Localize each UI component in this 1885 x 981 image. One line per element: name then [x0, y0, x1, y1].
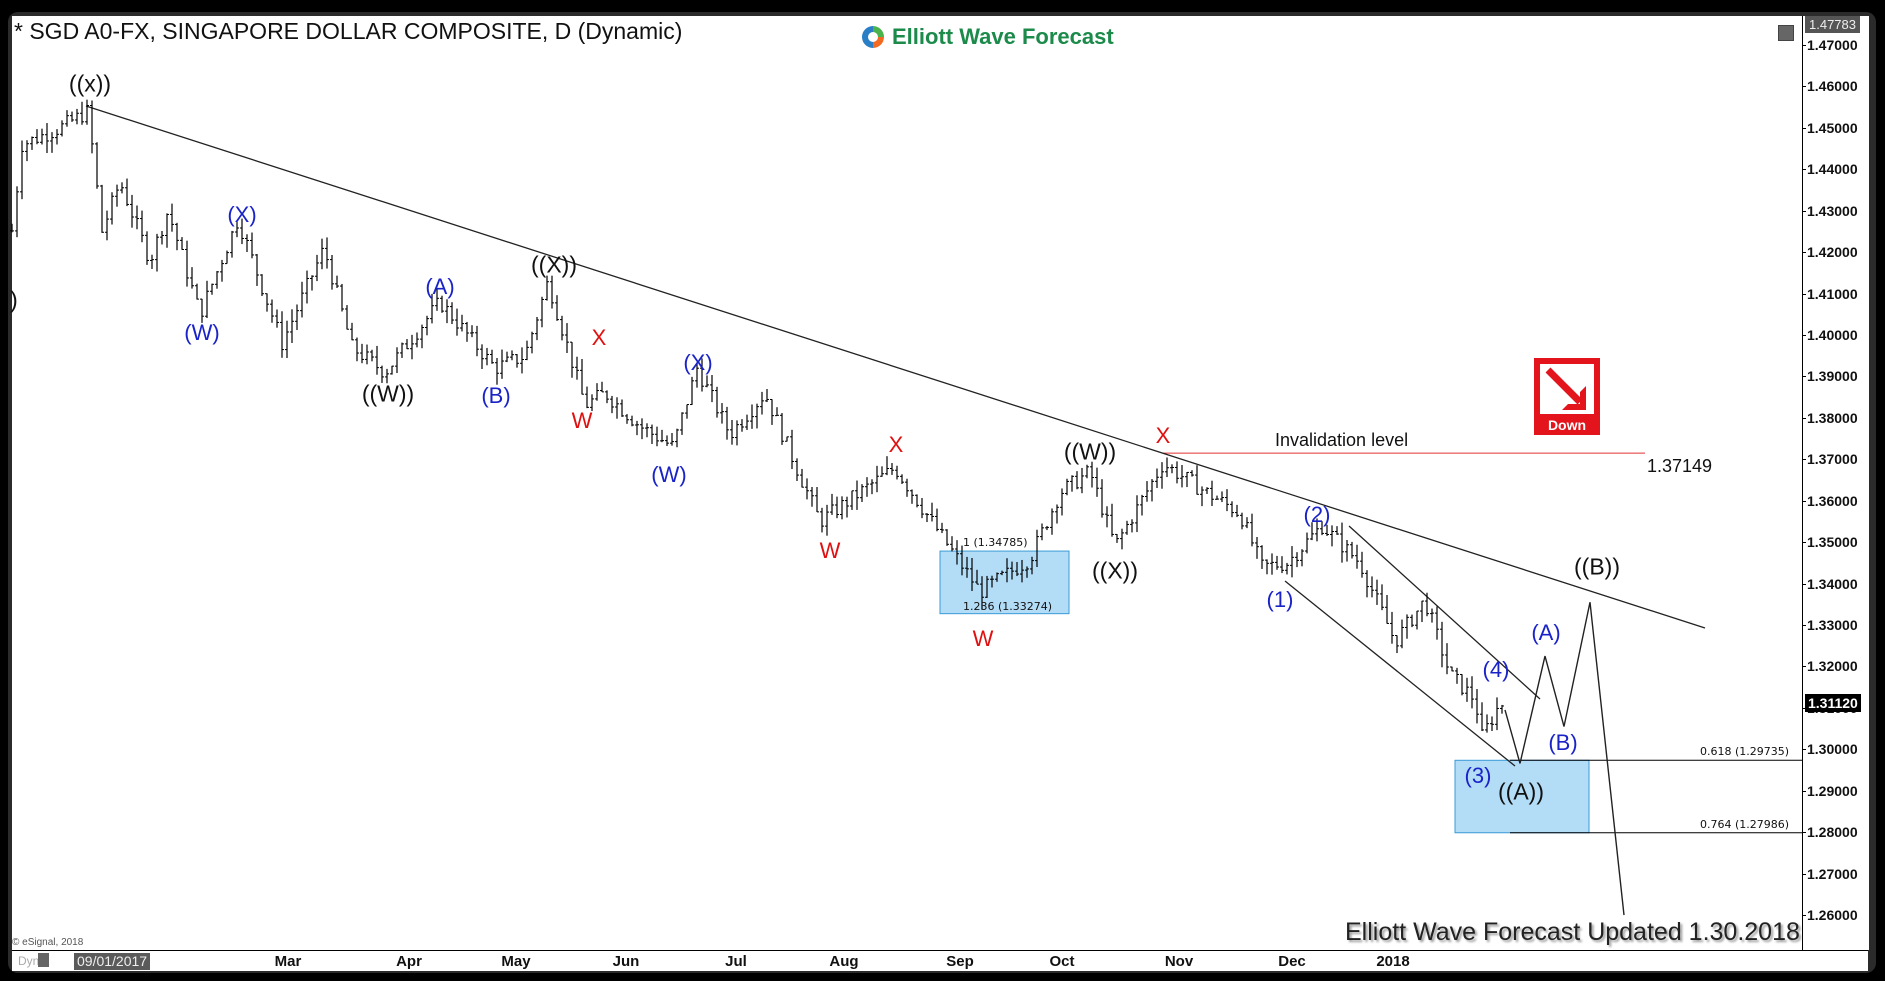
zone-top-label: 1 (1.34785) [963, 536, 1028, 550]
price-tick-label: 1.45000 [1802, 119, 1858, 136]
projection-path [1504, 602, 1625, 916]
price-tick-label: 1.43000 [1802, 202, 1858, 219]
price-tick-label: 1.26000 [1802, 907, 1858, 924]
wave-label: (X) [227, 202, 257, 227]
logo-swirl-icon [862, 26, 884, 48]
time-tick-label: Sep [946, 953, 974, 970]
invalidation-value: 1.37149 [1647, 456, 1713, 476]
wave-label: (W) [184, 320, 220, 345]
wave-label: (A) [425, 274, 455, 299]
time-tick-label: Aug [829, 953, 859, 970]
wave-label: (3) [1464, 763, 1492, 788]
channel-upper [1348, 525, 1541, 700]
price-tick-label: 1.30000 [1802, 741, 1858, 758]
copyright-notice: © eSignal, 2018 [12, 937, 84, 948]
current-target-zone [1454, 759, 1590, 834]
axis-top-price-tag: 1.47783 [1805, 16, 1860, 33]
wave-label: (A) [1531, 620, 1561, 645]
zone-bottom-label: 1.236 (1.33274) [963, 599, 1053, 613]
last-price-tag: 1.31120 [1805, 693, 1861, 712]
update-footer: Elliott Wave Forecast Updated 1.30.2018 [1345, 918, 1800, 946]
price-tick-label: 1.39000 [1802, 368, 1858, 385]
price-tick-label: 1.35000 [1802, 534, 1858, 551]
time-tick-label: Oct [1049, 953, 1075, 970]
wave-label: ((A)) [1498, 778, 1544, 805]
wave-label: ((B)) [1574, 553, 1620, 580]
wave-label: ((W)) [361, 380, 415, 407]
wave-label: W [972, 626, 994, 651]
wave-label: X [591, 325, 607, 350]
price-tick-label: 1.27000 [1802, 865, 1858, 882]
time-tick-label: Nov [1164, 953, 1194, 970]
channel-lower [1284, 580, 1516, 767]
wave-label: (4) [1482, 657, 1510, 682]
wave-label: W [819, 538, 841, 563]
price-tick-label: 1.37000 [1802, 451, 1858, 468]
price-tick-label: 1.36000 [1802, 492, 1858, 509]
invalidation-label: Invalidation level [1275, 430, 1409, 450]
wave-label: (W) [651, 462, 687, 487]
time-tick-label: 2018 [1376, 953, 1410, 970]
wave-label: ) [10, 286, 18, 313]
down-arrow-icon [1545, 367, 1586, 410]
wave-label: ((W)) [1063, 438, 1117, 465]
price-tick-label: 1.28000 [1802, 824, 1858, 841]
wave-label: (X) [683, 350, 713, 375]
price-tick-label: 1.40000 [1802, 327, 1858, 343]
chart-title: * SGD A0-FX, SINGAPORE DOLLAR COMPOSITE,… [14, 18, 683, 44]
price-tick-label: 1.41000 [1802, 285, 1858, 302]
wave-label: X [888, 432, 904, 457]
time-tick-label: Dec [1278, 953, 1306, 970]
time-tick-label: May [501, 953, 531, 970]
wave-label: ((x)) [68, 70, 112, 97]
restore-window-icon[interactable] [1778, 25, 1794, 41]
price-tick-label: 1.33000 [1802, 617, 1858, 634]
time-tick-label: Apr [396, 953, 422, 970]
logo-text: Elliott Wave Forecast [892, 24, 1114, 49]
cursor-date-tag: 09/01/2017 [74, 953, 151, 970]
time-axis[interactable]: Dyn 09/01/2017 Mar Apr May Jun Jul Aug Sep Oct N… [12, 950, 1868, 971]
wave-label: (1) [1266, 587, 1294, 612]
time-tick-label: Mar [274, 953, 302, 970]
price-tick-label: 1.29000 [1802, 782, 1858, 799]
price-tick-label: 1.46000 [1802, 78, 1858, 95]
wave-label: X [1155, 423, 1171, 448]
wave-label: W [571, 408, 593, 433]
wave-label: ((X)) [531, 251, 577, 278]
price-tick-label: 1.32000 [1802, 658, 1858, 675]
time-tick-label: Jul [725, 953, 747, 970]
fib-line-label: 0.764 (1.27986) [1700, 817, 1790, 831]
price-tick-label: 1.44000 [1802, 161, 1858, 178]
dynamic-scale-label[interactable]: Dyn [18, 954, 40, 968]
wave-label: ((X)) [1092, 557, 1138, 584]
price-tick-label: 1.47000 [1802, 37, 1858, 53]
price-tick-label: 1.34000 [1802, 575, 1858, 592]
fib-line-label: 0.618 (1.29735) [1700, 745, 1790, 759]
wave-label: (B) [1548, 730, 1578, 755]
wave-label: (2) [1303, 502, 1331, 527]
down-signal-badge: Down [1534, 358, 1600, 435]
price-tick-label: 1.42000 [1802, 244, 1858, 261]
elliott-wave-logo: Elliott Wave Forecast [860, 24, 1114, 50]
price-axis[interactable]: 1.47783 1.47000 1.46000 1.45000 1.44000 1.43… [1802, 16, 1869, 950]
wave-label: (B) [481, 383, 511, 408]
lock-icon[interactable] [38, 953, 49, 967]
price-tick-label: 1.38000 [1802, 409, 1858, 426]
time-tick-label: Jun [612, 953, 640, 970]
main-downtrend [85, 105, 1706, 629]
down-badge-label: Down [1547, 417, 1587, 433]
